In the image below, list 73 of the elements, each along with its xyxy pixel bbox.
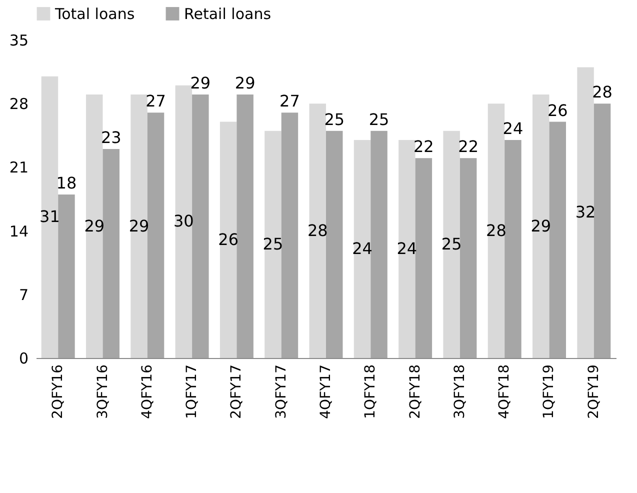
legend-label: Total loans xyxy=(54,4,135,23)
x-tick-label: 4QFY16 xyxy=(139,364,156,419)
data-label: 28 xyxy=(486,220,506,240)
bar xyxy=(398,140,416,358)
x-tick-label: 4QFY18 xyxy=(496,364,513,419)
x-tick-label: 3QFY17 xyxy=(273,364,290,419)
x-tick-label: 1QFY17 xyxy=(184,364,200,419)
bar xyxy=(549,122,566,358)
bar xyxy=(264,130,282,358)
y-tick-label: 7 xyxy=(18,286,28,304)
bar xyxy=(281,112,298,358)
data-label: 22 xyxy=(413,137,434,156)
x-tick-label: 3QFY16 xyxy=(94,364,111,419)
data-label: 28 xyxy=(307,220,328,240)
data-label: 27 xyxy=(146,92,166,111)
bar xyxy=(41,76,58,358)
bar xyxy=(175,85,192,358)
bar xyxy=(354,140,371,358)
data-label: 25 xyxy=(441,234,462,254)
x-tick-label: 4QFY17 xyxy=(318,364,334,419)
data-label: 29 xyxy=(84,216,105,236)
data-label: 32 xyxy=(575,202,596,222)
bar xyxy=(577,67,594,358)
bar xyxy=(192,94,209,358)
data-label: 29 xyxy=(234,74,256,93)
bar xyxy=(370,130,388,358)
bar xyxy=(309,104,326,358)
data-label: 29 xyxy=(530,216,552,236)
data-label: 25 xyxy=(262,234,284,254)
x-tick-label: 3QFY18 xyxy=(452,364,468,419)
y-tick-label: 21 xyxy=(9,158,28,177)
y-tick-label: 14 xyxy=(9,222,28,240)
bar xyxy=(147,112,164,358)
bar xyxy=(460,158,477,358)
x-tick-label: 1QFY19 xyxy=(541,364,558,419)
data-label: 18 xyxy=(56,173,77,192)
bar xyxy=(220,122,237,358)
bar xyxy=(326,130,343,358)
bar xyxy=(488,104,505,358)
data-label: 23 xyxy=(100,128,122,148)
data-label: 27 xyxy=(280,92,300,111)
data-label: 25 xyxy=(324,110,345,129)
data-label: 24 xyxy=(352,238,372,258)
data-label: 24 xyxy=(502,118,524,138)
data-label: 29 xyxy=(190,74,211,93)
bar xyxy=(102,149,120,358)
bar xyxy=(58,194,75,358)
y-tick-label: 35 xyxy=(9,32,28,50)
x-tick-label: 1QFY18 xyxy=(362,364,379,419)
bar xyxy=(415,158,432,358)
data-label: 28 xyxy=(592,82,612,102)
data-label: 25 xyxy=(368,110,390,129)
x-tick-label: 2QFY17 xyxy=(228,364,245,419)
data-label: 22 xyxy=(458,137,478,156)
bar xyxy=(504,140,522,358)
bar xyxy=(236,94,254,358)
y-tick-label: 28 xyxy=(9,95,28,114)
legend-label: Retail loans xyxy=(184,4,272,23)
bar xyxy=(532,94,550,358)
bar xyxy=(594,104,611,358)
data-label: 31 xyxy=(40,207,60,226)
x-tick-label: 2QFY19 xyxy=(586,364,602,419)
data-label: 30 xyxy=(174,212,194,231)
data-label: 26 xyxy=(218,230,239,249)
bar xyxy=(443,130,460,358)
x-tick-label: 2QFY18 xyxy=(407,364,424,419)
bar xyxy=(130,94,148,358)
bar xyxy=(86,94,103,358)
data-label: 24 xyxy=(396,238,418,258)
data-label: 29 xyxy=(128,216,150,236)
x-tick-label: 2QFY16 xyxy=(50,364,66,419)
y-tick-label: 0 xyxy=(18,350,28,368)
data-label: 26 xyxy=(547,100,568,120)
